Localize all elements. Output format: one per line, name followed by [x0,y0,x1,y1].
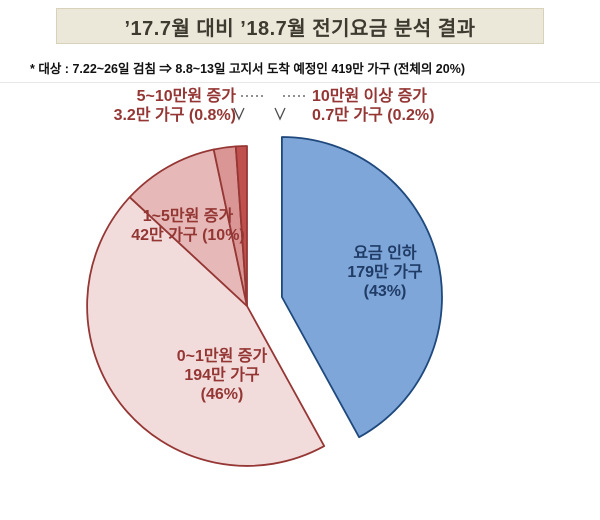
chart-subtitle: * 대상 : 7.22~26일 검침 ⇒ 8.8~13일 고지서 도착 예정인 … [30,62,465,76]
label-decrease: 요금 인하 179만 가구 (43%) [300,244,470,301]
chart-title-box: ’17.7월 대비 ’18.7월 전기요금 분석 결과 [56,8,544,44]
leader-arrow-left-icon [233,107,245,121]
pie-slice-inc-10-plus [234,145,248,307]
label-inc-1-5: 1~5만원 증가 42만 가구 (10%) [88,207,288,245]
chart-title: ’17.7월 대비 ’18.7월 전기요금 분석 결과 [124,17,476,40]
label-inc-10-plus-line1: 10만원 이상 증가 [312,88,428,105]
label-decrease-line3: (43%) [363,283,407,300]
label-inc-5-10-line1: 5~10만원 증가 [136,88,236,105]
header-divider [0,82,600,83]
label-inc-0-1-line2: 194만 가구 [184,367,260,384]
label-inc-5-10-line2: 3.2만 가구 (0.8%) [113,107,236,124]
label-inc-5-10: 5~10만원 증가 3.2만 가구 (0.8%) [40,87,236,125]
pie-slice-inc-0-1 [86,196,326,467]
label-inc-1-5-line1: 1~5만원 증가 [142,208,234,225]
label-inc-10-plus-line2: 0.7만 가구 (0.2%) [312,107,435,124]
pie-slice-inc-1-5 [128,148,248,307]
leader-arrow-right-icon [274,107,286,121]
label-inc-0-1-line3: (46%) [200,386,244,403]
pie-slice-decrease [281,136,443,439]
label-inc-0-1: 0~1만원 증가 194만 가구 (46%) [122,347,322,404]
label-inc-1-5-line2: 42만 가구 (10%) [131,227,245,244]
label-decrease-line2: 179만 가구 [347,264,423,281]
label-inc-10-plus: 10만원 이상 증가 0.7만 가구 (0.2%) [312,87,532,125]
label-inc-0-1-line1: 0~1만원 증가 [176,348,268,365]
label-decrease-line1: 요금 인하 [353,245,417,262]
